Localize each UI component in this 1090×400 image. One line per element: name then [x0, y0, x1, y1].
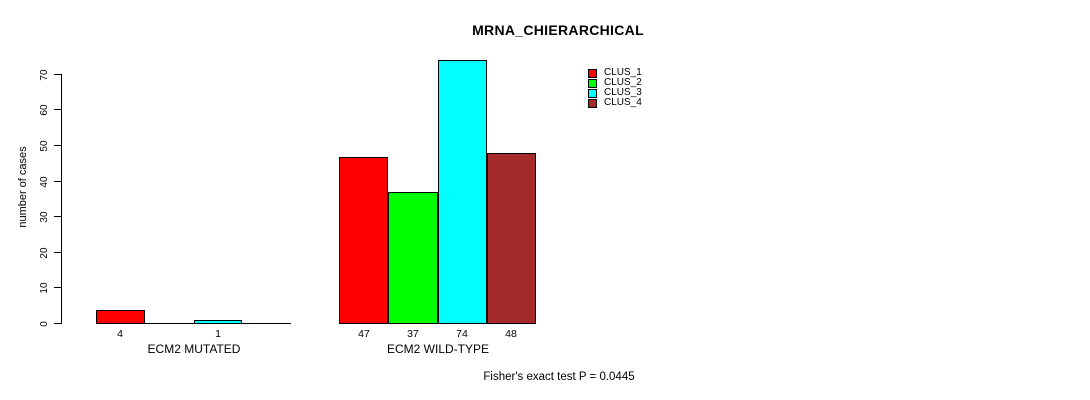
legend-swatch-icon — [588, 98, 597, 108]
stat-annotation: Fisher's exact test P = 0.0445 — [483, 371, 635, 383]
x-axis-baseline — [96, 323, 291, 324]
legend-swatch-icon — [588, 68, 597, 78]
y-axis-tick — [54, 74, 61, 75]
legend-label: CLUS_4 — [604, 97, 642, 108]
bar-clus_1 — [96, 310, 145, 324]
bar-value-label: 48 — [505, 328, 517, 340]
chart-title: MRNA_CHIERARCHICAL — [472, 22, 644, 38]
y-tick-label: 60 — [38, 104, 50, 116]
legend-label: CLUS_3 — [604, 87, 642, 98]
legend-swatch-icon — [588, 78, 597, 88]
bar-clus_3 — [438, 60, 487, 324]
y-axis-tick — [54, 109, 61, 110]
y-axis-tick — [54, 252, 61, 253]
y-tick-label: 10 — [38, 282, 50, 294]
y-tick-label: 0 — [38, 321, 50, 327]
y-axis-tick — [54, 323, 61, 324]
bar-value-label: 74 — [456, 328, 468, 340]
y-axis-line — [61, 74, 62, 324]
legend-swatch-icon — [588, 88, 597, 98]
bar-clus_1 — [339, 157, 388, 324]
bar-value-label: 37 — [407, 328, 419, 340]
y-axis-tick — [54, 181, 61, 182]
legend-label: CLUS_2 — [604, 77, 642, 88]
legend-row: CLUS_2 — [588, 78, 642, 88]
legend-row: CLUS_1 — [588, 68, 642, 78]
legend-row: CLUS_4 — [588, 98, 642, 108]
bar-clus_3 — [194, 320, 242, 324]
legend-row: CLUS_3 — [588, 88, 642, 98]
group-label: ECM2 MUTATED — [147, 342, 241, 356]
bar-clus_4 — [487, 153, 536, 324]
y-axis-tick — [54, 287, 61, 288]
y-axis-tick — [54, 216, 61, 217]
bar-value-label: 4 — [117, 328, 123, 340]
y-axis-label: number of cases — [17, 146, 29, 228]
y-tick-label: 30 — [38, 211, 50, 223]
y-tick-label: 40 — [38, 176, 50, 188]
group-label: ECM2 WILD-TYPE — [386, 342, 489, 356]
y-axis-tick — [54, 145, 61, 146]
legend: CLUS_1 CLUS_2 CLUS_3 CLUS_4 — [588, 68, 642, 108]
bar-value-label: 1 — [215, 328, 221, 340]
bar-value-label: 47 — [358, 328, 370, 340]
y-tick-label: 50 — [38, 140, 50, 152]
y-tick-label: 20 — [38, 247, 50, 259]
bar-clus_2 — [388, 192, 438, 324]
legend-label: CLUS_1 — [604, 67, 642, 78]
y-tick-label: 70 — [38, 69, 50, 81]
